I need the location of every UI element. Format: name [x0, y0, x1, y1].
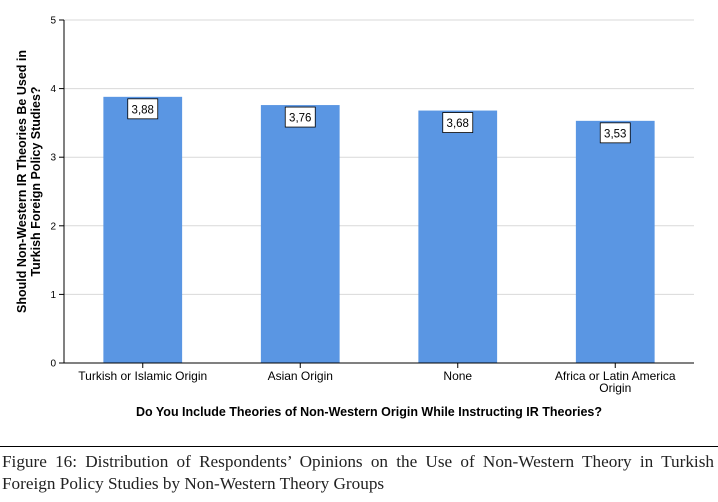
- y-tick-label: 5: [50, 16, 56, 27]
- bars: [103, 96, 655, 364]
- y-tick-label: 0: [50, 359, 56, 370]
- x-tick-label: None: [443, 369, 472, 383]
- bar: [418, 110, 498, 363]
- y-axis-title: Should Non-Western IR Theories Be Used i…: [15, 50, 43, 313]
- y-tick-label: 1: [50, 290, 56, 301]
- data-label-text: 3,68: [447, 118, 469, 130]
- data-label: 3,76: [284, 106, 316, 128]
- data-label-box: [284, 106, 316, 128]
- x-axis-title: Do You Include Theories of Non-Western O…: [136, 405, 602, 419]
- data-label-box: [599, 122, 631, 144]
- y-tick-label: 2: [50, 221, 56, 232]
- data-label: 3,53: [599, 122, 631, 144]
- x-tick-label: Africa or Latin America Origin: [555, 369, 676, 395]
- data-label-text: 3,53: [604, 128, 626, 140]
- axes: 0 1 2 3 4 5 Turkish or Islamic Origin Asian Ori…: [50, 16, 694, 395]
- bar: [575, 120, 655, 363]
- data-label-box: [127, 98, 159, 120]
- data-label-box: [442, 112, 474, 133]
- data-label: 3,68: [442, 112, 474, 133]
- figure-caption: Figure 16: Distribution of Respondents’ …: [2, 452, 714, 493]
- data-label-text: 3,76: [289, 113, 311, 125]
- caption-divider: [0, 446, 718, 447]
- data-label: 3,88: [127, 98, 159, 120]
- bar-chart: 0 1 2 3 4 5 Turkish or Islamic Origin Asian Ori…: [15, 16, 694, 419]
- data-label-text: 3,88: [132, 104, 154, 116]
- x-tick-label: Asian Origin: [268, 369, 333, 383]
- bar: [260, 105, 340, 364]
- y-tick-label: 3: [50, 153, 56, 164]
- x-tick-label: Turkish or Islamic Origin: [78, 369, 207, 383]
- bar: [103, 96, 183, 363]
- y-tick-label: 4: [50, 84, 56, 95]
- data-labels: 3,88 3,76 3,68 3,53: [127, 98, 631, 144]
